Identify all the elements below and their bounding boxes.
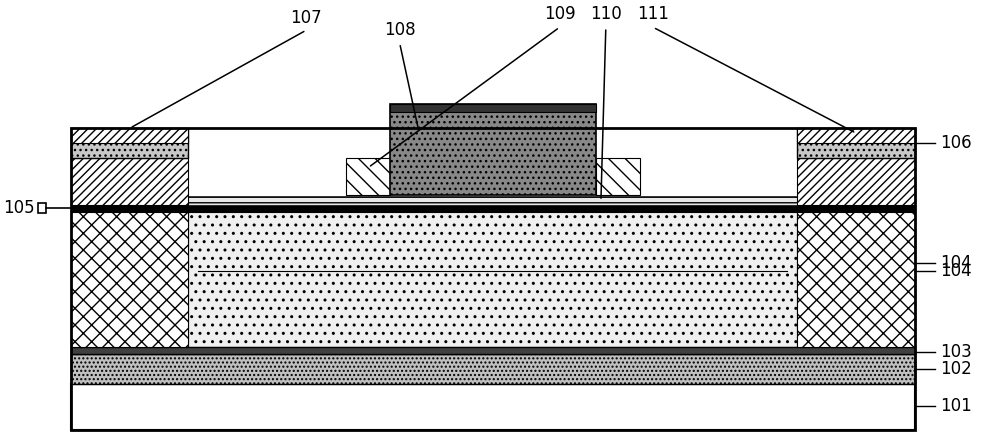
Bar bbox=[38, 203, 46, 213]
Text: 101: 101 bbox=[940, 397, 971, 415]
Bar bbox=[797, 128, 915, 143]
Text: 103: 103 bbox=[940, 343, 971, 361]
Bar bbox=[797, 128, 915, 158]
Bar bbox=[71, 158, 188, 205]
Bar bbox=[71, 384, 915, 430]
Bar bbox=[346, 158, 390, 195]
Text: 104: 104 bbox=[940, 262, 971, 280]
Bar bbox=[71, 354, 915, 384]
Bar bbox=[596, 158, 640, 195]
Bar bbox=[188, 212, 797, 348]
Bar bbox=[71, 128, 188, 143]
Bar bbox=[71, 196, 915, 205]
Text: 105: 105 bbox=[3, 199, 34, 217]
Bar bbox=[71, 348, 915, 354]
Bar bbox=[71, 205, 915, 212]
Text: 107: 107 bbox=[291, 9, 322, 27]
Bar bbox=[797, 212, 915, 348]
Bar bbox=[390, 104, 596, 195]
Text: 108: 108 bbox=[384, 21, 415, 39]
Text: 104: 104 bbox=[940, 254, 971, 272]
Text: 106: 106 bbox=[940, 134, 971, 152]
Bar bbox=[71, 128, 915, 430]
Text: 110: 110 bbox=[590, 5, 622, 23]
Bar bbox=[797, 158, 915, 205]
Bar bbox=[71, 212, 188, 348]
Text: 109: 109 bbox=[544, 5, 575, 23]
Bar bbox=[71, 128, 188, 158]
Text: 111: 111 bbox=[637, 5, 669, 23]
Text: 102: 102 bbox=[940, 360, 971, 378]
Bar bbox=[390, 104, 596, 112]
